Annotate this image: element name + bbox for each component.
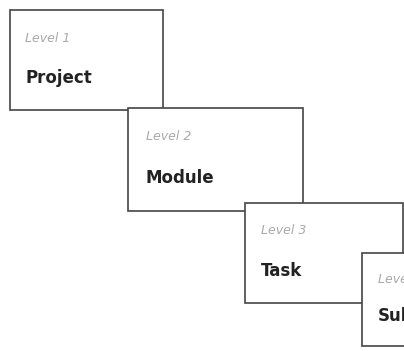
Text: Level 3: Level 3 (261, 225, 306, 238)
Text: Level 2: Level 2 (145, 130, 191, 143)
Text: Level 4: Level 4 (377, 272, 404, 286)
Bar (245, 203, 403, 303)
Text: Level 1: Level 1 (25, 32, 71, 45)
Text: Project: Project (25, 69, 92, 87)
Bar (128, 108, 303, 211)
Text: Module: Module (145, 169, 214, 187)
Text: Task: Task (261, 262, 302, 280)
Text: Sub-task: Sub-task (377, 307, 404, 325)
Bar (10, 10, 163, 110)
Bar (362, 253, 404, 346)
